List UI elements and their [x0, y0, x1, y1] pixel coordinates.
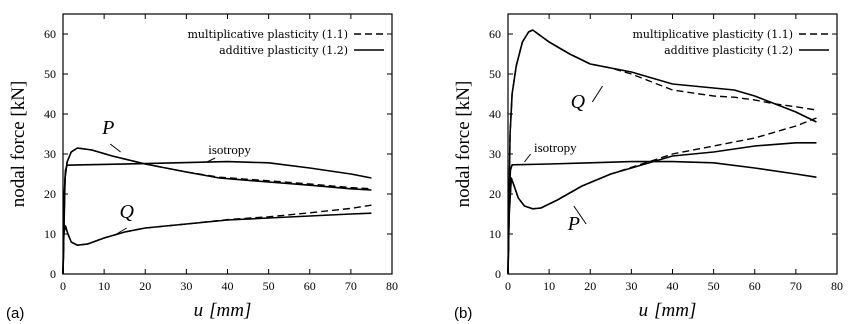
x-axis-variable: u: [194, 300, 204, 321]
y-tick-label: 30: [44, 147, 56, 161]
x-axis-unit: [mm]: [654, 300, 696, 321]
y-tick-label: 10: [489, 227, 501, 241]
annotation-leader: [109, 143, 121, 153]
x-tick-label: 20: [584, 279, 596, 293]
x-tick-label: 40: [222, 279, 234, 293]
y-tick-label: 40: [489, 107, 501, 121]
annotation-leader: [524, 153, 532, 163]
y-tick-label: 0: [495, 267, 501, 281]
series-line-solid: [507, 160, 817, 275]
chart-panel-b: 0 10 20 30 40 50 60 70 80 0 10 20 30 40 50 60 u [mm] nodal…: [453, 13, 843, 322]
x-tick-label: 0: [505, 279, 511, 293]
y-tick-label: 10: [44, 227, 56, 241]
x-tick-label: 60: [304, 279, 316, 293]
series-line-dashed: [507, 117, 817, 275]
y-tick-label: 60: [489, 27, 501, 41]
annotation-leader: [206, 157, 216, 163]
legend-label: additive plasticity (1.2): [219, 44, 348, 57]
annotation-label: isotropy: [208, 142, 251, 157]
annotation-label: Q: [120, 201, 135, 223]
x-tick-label: 50: [708, 279, 720, 293]
y-tick-label: 20: [44, 187, 56, 201]
legend-label: additive plasticity (1.2): [664, 44, 793, 57]
annotation-label: Q: [571, 91, 586, 113]
x-axis-label: u [mm]: [194, 300, 252, 321]
series-line-solid: [507, 142, 817, 275]
annotation-label: isotropy: [534, 140, 577, 155]
x-tick-label: 70: [790, 279, 802, 293]
y-tick-label: 50: [489, 67, 501, 81]
x-axis-label: u [mm]: [639, 300, 697, 321]
x-tick-label: 20: [139, 279, 151, 293]
series-line-solid: [507, 29, 817, 275]
x-axis-variable: u: [639, 300, 649, 321]
x-tick-label: 40: [667, 279, 679, 293]
x-tick-label: 0: [60, 279, 66, 293]
series-line-solid: [62, 212, 372, 275]
panel-label: (b): [454, 305, 472, 322]
y-axis-label: nodal force [kN]: [8, 81, 29, 208]
legend-label: multiplicative plasticity (1.1): [632, 28, 793, 41]
annotation-leader: [591, 85, 604, 103]
series-line-dashed: [62, 204, 372, 275]
y-tick-label: 20: [489, 187, 501, 201]
series-line-solid: [62, 160, 372, 275]
y-tick-label: 0: [50, 267, 56, 281]
chart-panel-a: 0 10 20 30 40 50 60 70 80 0 10 20 30 40 50 60 u [mm] nodal…: [6, 13, 398, 322]
x-tick-label: 30: [625, 279, 637, 293]
x-axis-unit: [mm]: [209, 300, 251, 321]
legend-label: multiplicative plasticity (1.1): [187, 28, 348, 41]
annotation-leader: [573, 205, 587, 225]
x-tick-label: 30: [180, 279, 192, 293]
annotation-leader: [116, 227, 127, 235]
x-tick-label: 10: [543, 279, 555, 293]
series-line-dashed: [507, 29, 817, 275]
x-tick-label: 50: [263, 279, 275, 293]
annotation-label: P: [567, 213, 580, 235]
x-tick-label: 60: [749, 279, 761, 293]
x-tick-label: 70: [345, 279, 357, 293]
y-tick-label: 60: [44, 27, 56, 41]
y-tick-label: 30: [489, 147, 501, 161]
annotation-label: P: [101, 117, 114, 139]
y-axis-label: nodal force [kN]: [453, 81, 474, 208]
series-line-dashed: [62, 147, 372, 275]
x-tick-label: 80: [386, 279, 398, 293]
y-tick-label: 40: [44, 107, 56, 121]
x-tick-label: 80: [831, 279, 843, 293]
y-tick-label: 50: [44, 67, 56, 81]
x-tick-label: 10: [98, 279, 110, 293]
panel-label: (a): [6, 305, 24, 322]
